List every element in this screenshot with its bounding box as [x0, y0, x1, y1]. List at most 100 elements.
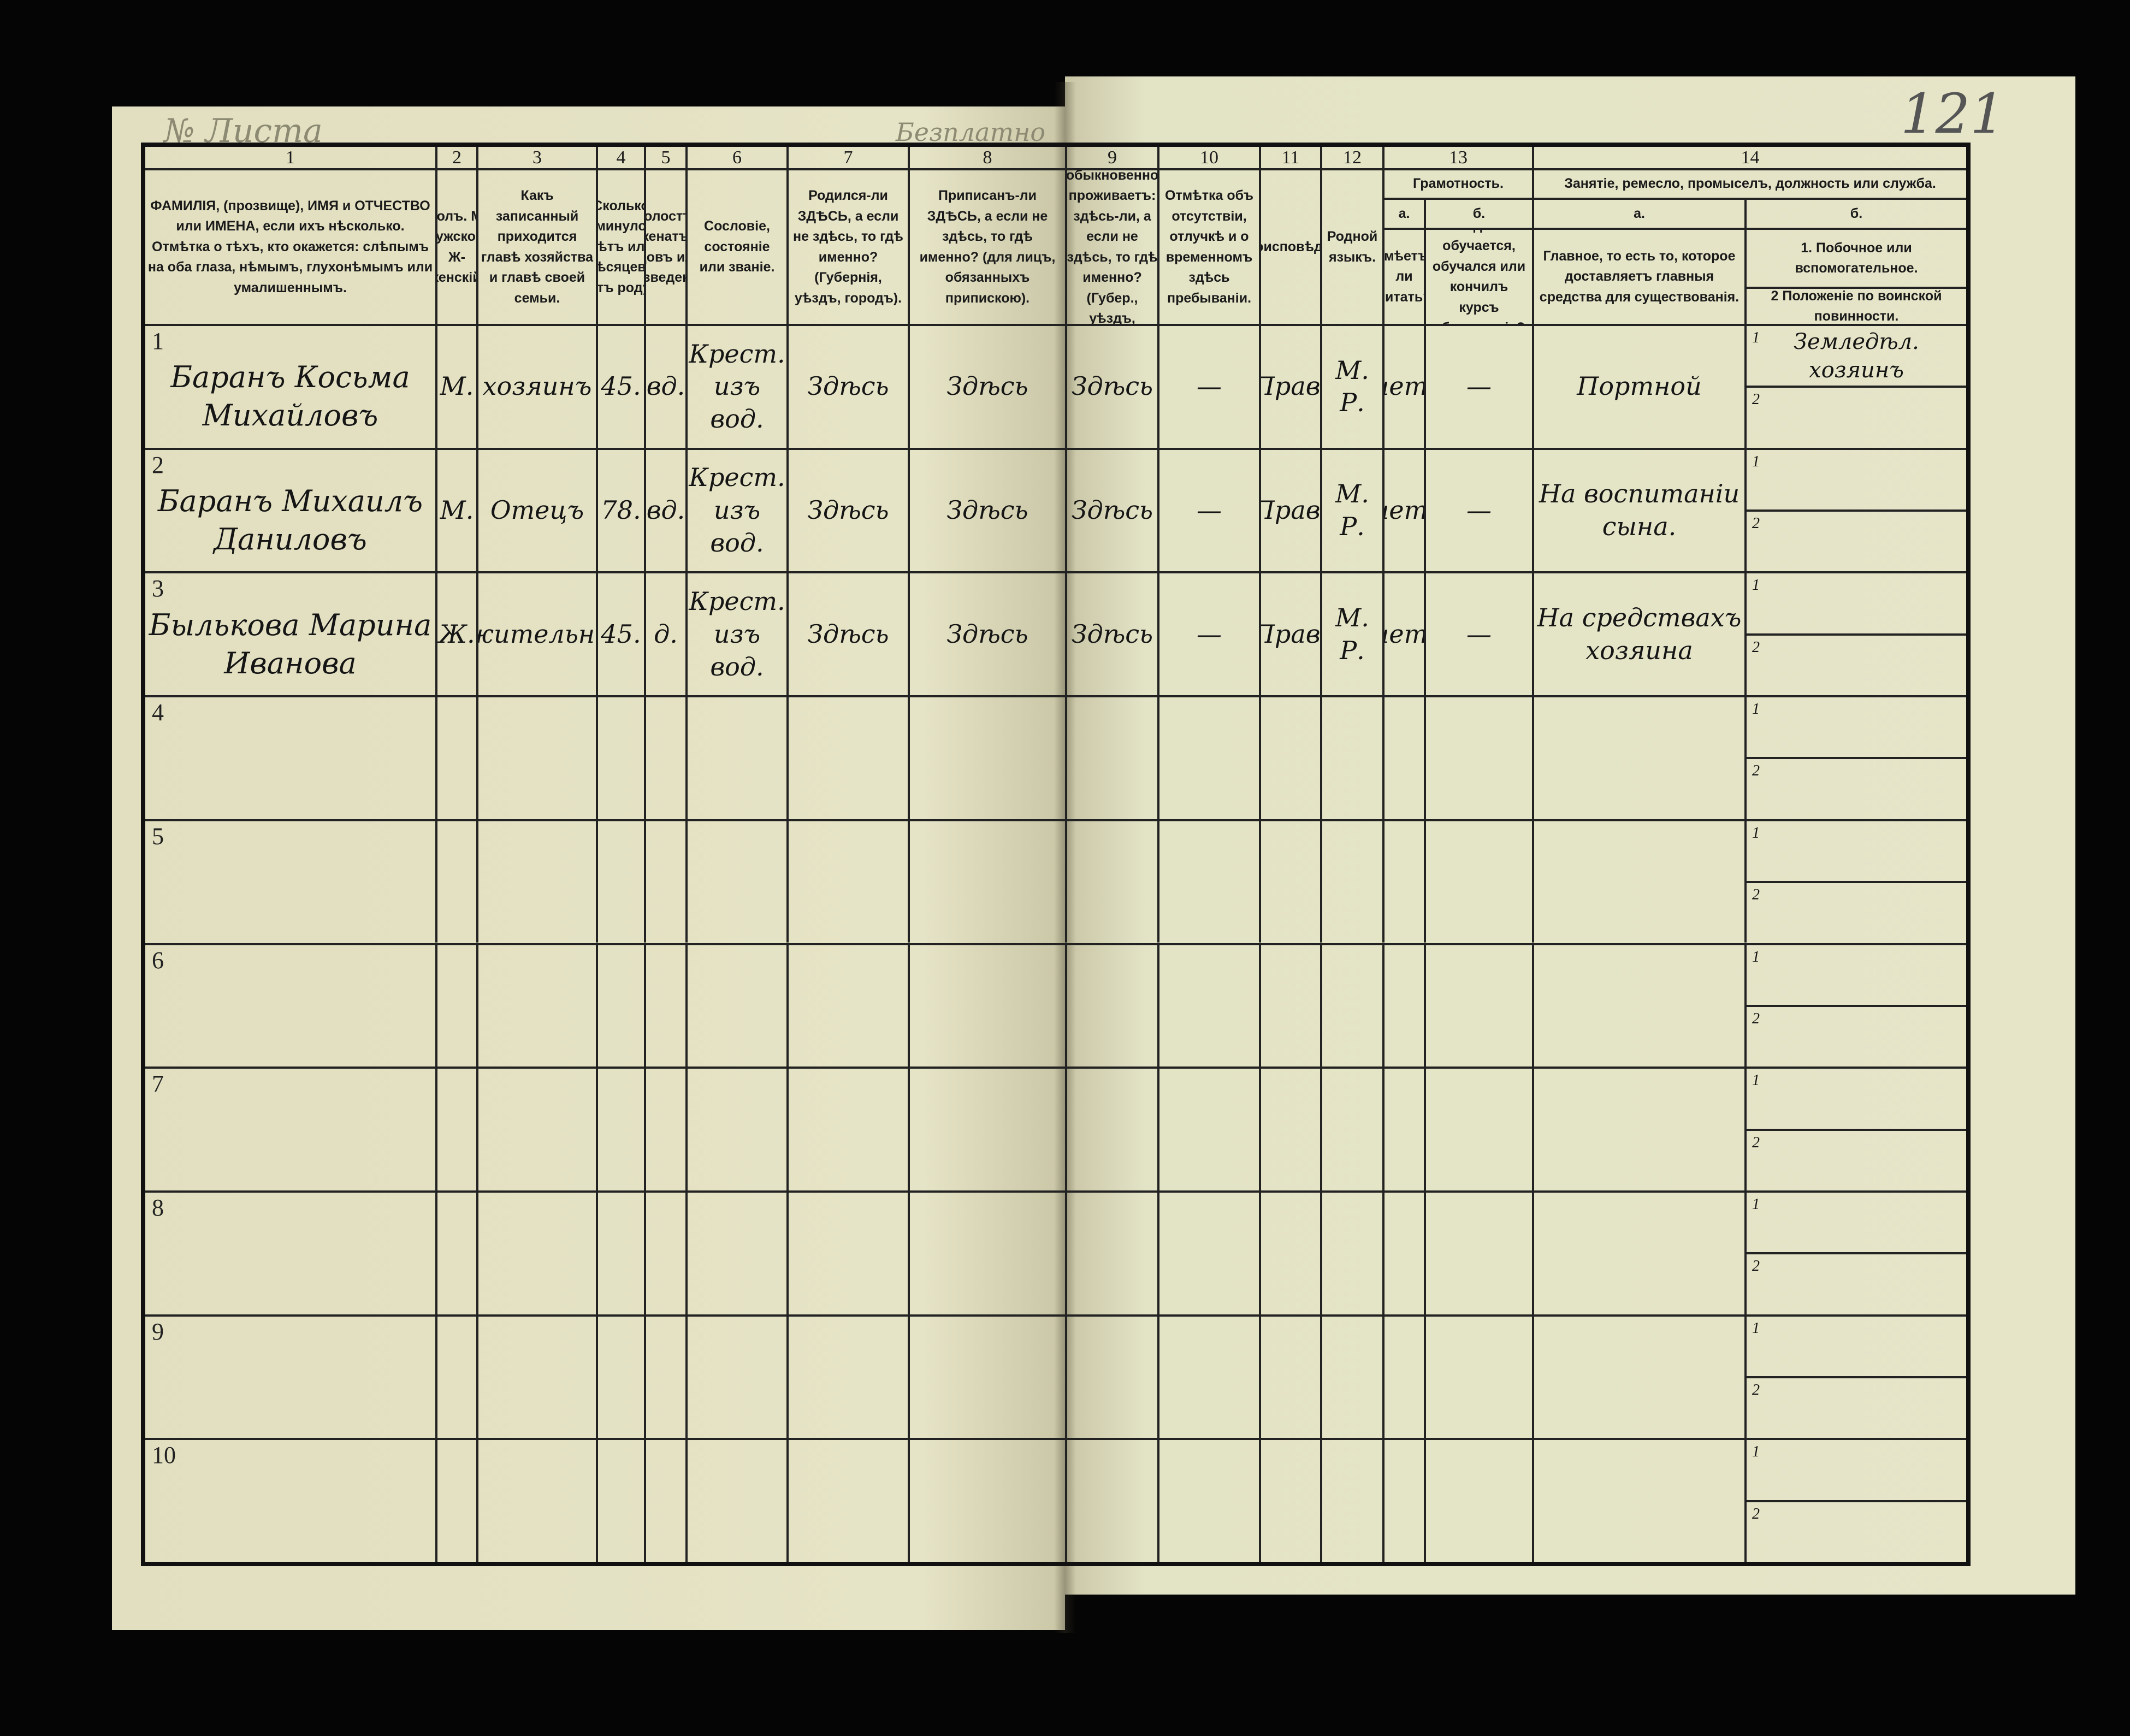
row-5-c6	[685, 819, 786, 943]
row-5-c1[interactable]	[143, 819, 435, 943]
row-3-c10-text: —	[1197, 619, 1222, 649]
row-7-c1[interactable]	[143, 1067, 435, 1190]
row-7-c5	[644, 1067, 685, 1190]
row-10-c14a	[1532, 1438, 1744, 1562]
row-4-c13b	[1424, 695, 1532, 819]
row-8-c13a	[1382, 1190, 1424, 1314]
row-6-c2	[435, 943, 476, 1067]
row-4-c12	[1320, 695, 1382, 819]
row-1-b2: 2	[1744, 386, 1966, 448]
row-3-c1[interactable]: Былькова Марина Иванова	[143, 571, 435, 696]
header-col-14a-text: Главное, то есть то, которое доставляетъ…	[1539, 248, 1739, 305]
row-6-c1[interactable]	[143, 943, 435, 1067]
row-2-c6-text: Крест. изъ вод.	[689, 463, 785, 558]
header-col-6-number: 6	[685, 145, 786, 168]
row-3-c12-text: М. Р.	[1335, 602, 1369, 665]
row-2-c7: Здѣсь	[786, 447, 908, 572]
row-number: 5	[152, 822, 164, 850]
row-8-c13b	[1424, 1190, 1532, 1314]
row-2-c2: М.	[435, 447, 476, 572]
row-7-c6	[685, 1067, 786, 1190]
row-5-b1: 1	[1744, 819, 1966, 881]
header-col-14-number: 14	[1532, 145, 1966, 168]
row-1-c11-text: Прав.	[1261, 371, 1320, 401]
row-9-c1[interactable]	[143, 1314, 435, 1438]
row-6-b1: 1	[1744, 943, 1966, 1005]
subrow-number: 1	[1752, 1072, 1760, 1089]
row-number: 7	[152, 1070, 164, 1098]
subrow-number: 1	[1752, 701, 1760, 718]
row-5-c2	[435, 819, 476, 943]
header-col-13a-label: а.	[1382, 198, 1424, 228]
header-col-14b-label-text: б.	[1850, 205, 1863, 221]
row-6-c13b	[1424, 943, 1532, 1067]
header-col-10-number: 10	[1157, 145, 1259, 168]
row-2-c11-text: Прав.	[1261, 495, 1320, 525]
header-col-1: ФАМИЛІЯ, (прозвище), ИМЯ и ОТЧЕСТВО или …	[143, 168, 435, 324]
row-5-b2: 2	[1744, 881, 1966, 943]
row-number: 8	[152, 1194, 164, 1221]
row-5-c13b	[1424, 819, 1532, 943]
header-col-8-number: 8	[908, 145, 1065, 168]
header-col-11: Вѣроисповѣданіе.	[1259, 168, 1320, 324]
row-3-c9-text: Здѣсь	[1071, 619, 1153, 649]
row-1-c12: М. Р.	[1320, 324, 1382, 448]
header-col-8-text: Приписанъ-ли ЗДѢСЬ, а если не здѣсь, то …	[919, 188, 1056, 306]
row-10-c13a	[1382, 1438, 1424, 1562]
row-9-c2	[435, 1314, 476, 1438]
row-3-c8: Здѣсь	[908, 571, 1065, 696]
header-col-13b: Гдѣ обучается, обучался или кончилъ курс…	[1424, 228, 1532, 324]
row-1-c1-text: Баранъ Косьма Михайловъ	[170, 360, 410, 433]
row-5-c8	[908, 819, 1065, 943]
row-6-c11	[1259, 943, 1320, 1067]
row-8-c12	[1320, 1190, 1382, 1314]
row-number: 6	[152, 946, 164, 974]
row-10-c11	[1259, 1438, 1320, 1562]
row-4-c1[interactable]	[143, 695, 435, 819]
row-8-c14a	[1532, 1190, 1744, 1314]
row-8-c3	[476, 1190, 596, 1314]
header-col-11-number-text: 11	[1281, 147, 1300, 168]
row-5-c14a	[1532, 819, 1744, 943]
row-2-c5-text: вд.	[646, 495, 685, 525]
header-occupation-text: Занятіе, ремесло, промыселъ, должность и…	[1564, 176, 1936, 192]
row-1-c13b: —	[1424, 324, 1532, 448]
row-9-c5	[644, 1314, 685, 1438]
row-9-c10	[1157, 1314, 1259, 1438]
row-2-c1[interactable]: Баранъ Михаилъ Даниловъ	[143, 447, 435, 572]
row-3-c11: Прав.	[1259, 571, 1320, 696]
row-3-c13b-text: —	[1466, 619, 1492, 649]
header-col-14b2-text: 2 Положеніе по воинской повинности.	[1771, 288, 1942, 324]
row-8-c5	[644, 1190, 685, 1314]
row-10-c9	[1065, 1438, 1157, 1562]
header-col-11-text: Вѣроисповѣданіе.	[1261, 239, 1320, 254]
row-3-c9: Здѣсь	[1065, 571, 1157, 696]
row-8-c7	[786, 1190, 908, 1314]
row-2-c3-text: Отецъ	[490, 495, 584, 525]
row-5-c4	[596, 819, 644, 943]
row-10-c1[interactable]	[143, 1438, 435, 1562]
row-1-c1[interactable]: Баранъ Косьма Михайловъ	[143, 324, 435, 448]
row-2-b2: 2	[1744, 509, 1966, 572]
header-col-7: Родился-ли ЗДѢСЬ, а если не здѣсь, то гд…	[786, 168, 908, 324]
free-of-charge-stamp: Безплатно	[896, 117, 1046, 147]
row-8-b2: 2	[1744, 1252, 1966, 1314]
row-3-c13a-text: нет.	[1384, 619, 1424, 649]
row-2-c12: М. Р.	[1320, 447, 1382, 572]
header-occupation: Занятіе, ремесло, промыселъ, должность и…	[1532, 168, 1966, 198]
row-4-c10	[1157, 695, 1259, 819]
row-1-c13a-text: нет.	[1384, 371, 1424, 401]
header-col-1-number: 1	[143, 145, 435, 168]
row-1-c7-text: Здѣсь	[807, 371, 889, 401]
right-page	[1065, 76, 2075, 1595]
row-7-c2	[435, 1067, 476, 1190]
row-3-c4-text: 45.	[601, 619, 641, 649]
header-col-13a-label-text: а.	[1398, 205, 1410, 221]
row-3-c14a-text: На средствахъ хозяина	[1537, 602, 1742, 665]
header-col-14a-label-text: а.	[1634, 205, 1645, 221]
header-col-2-text: Полъ. М-мужской. Ж-женскій.	[435, 208, 476, 286]
row-2-c9-text: Здѣсь	[1071, 495, 1153, 525]
row-8-c1[interactable]	[143, 1190, 435, 1314]
row-2-c4-text: 78.	[601, 495, 641, 525]
row-5-c12	[1320, 819, 1382, 943]
